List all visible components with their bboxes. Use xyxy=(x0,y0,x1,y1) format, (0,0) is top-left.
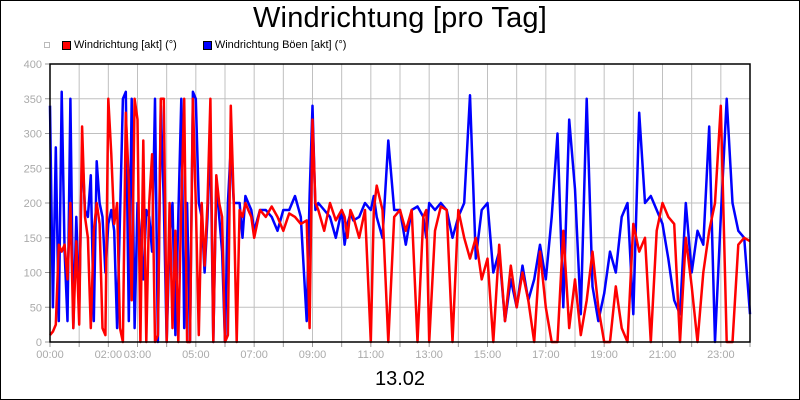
legend-swatch-red-icon xyxy=(62,40,71,50)
legend-swatch-blue-icon xyxy=(202,40,212,50)
y-tick-label: 150 xyxy=(24,233,42,245)
legend-toggle-icon[interactable] xyxy=(44,42,50,48)
legend-label: Windrichtung [akt] (°) xyxy=(74,39,177,51)
y-tick-label: 400 xyxy=(24,59,42,71)
y-tick-label: 350 xyxy=(24,94,42,106)
date-label: 13.02 xyxy=(374,368,426,390)
x-tick-label: 00:00 xyxy=(36,349,64,361)
x-tick-label: 17:00 xyxy=(532,349,560,361)
x-tick-label: 23:00 xyxy=(707,349,735,361)
plot-border xyxy=(49,63,751,343)
data-series xyxy=(48,90,752,344)
x-tick-label: 19:00 xyxy=(590,349,618,361)
legend-item-windrichtung[interactable]: Windrichtung [akt] (°) xyxy=(62,39,177,51)
x-axis: 00:00 02:00 03:00 05:00 07:00 09:00 11:00 13:00… xyxy=(36,342,751,361)
x-tick-label: 07:00 xyxy=(240,349,268,361)
x-tick-label: 09:00 xyxy=(299,349,327,361)
x-tick-label: 11:00 xyxy=(357,349,384,361)
x-tick-label: 15:00 xyxy=(474,349,502,361)
y-tick-label: 100 xyxy=(24,268,42,280)
x-tick-label: 13:00 xyxy=(415,349,443,361)
x-tick-label: 05:00 xyxy=(182,349,210,361)
y-tick-label: 250 xyxy=(24,163,42,175)
series-windrichtung-line xyxy=(49,97,751,344)
y-tick-label: 300 xyxy=(24,129,42,141)
y-tick-label: 200 xyxy=(24,198,42,210)
chart-legend: Windrichtung [akt] (°) Windrichtung Böen… xyxy=(44,38,372,52)
chart-title: Windrichtung [pro Tag] xyxy=(252,2,548,34)
y-axis: 0 50 100 150 200 250 300 350 400 xyxy=(24,59,50,349)
y-tick-label: 50 xyxy=(30,302,42,314)
y-tick-label: 0 xyxy=(36,337,42,349)
x-tick-label: 03:00 xyxy=(124,349,152,361)
legend-item-windrichtung-boeen[interactable]: Windrichtung Böen [akt] (°) xyxy=(202,39,347,51)
legend-label: Windrichtung Böen [akt] (°) xyxy=(214,39,347,51)
x-tick-label: 21:00 xyxy=(649,349,677,361)
x-tick-label: 02:00 xyxy=(95,349,123,361)
